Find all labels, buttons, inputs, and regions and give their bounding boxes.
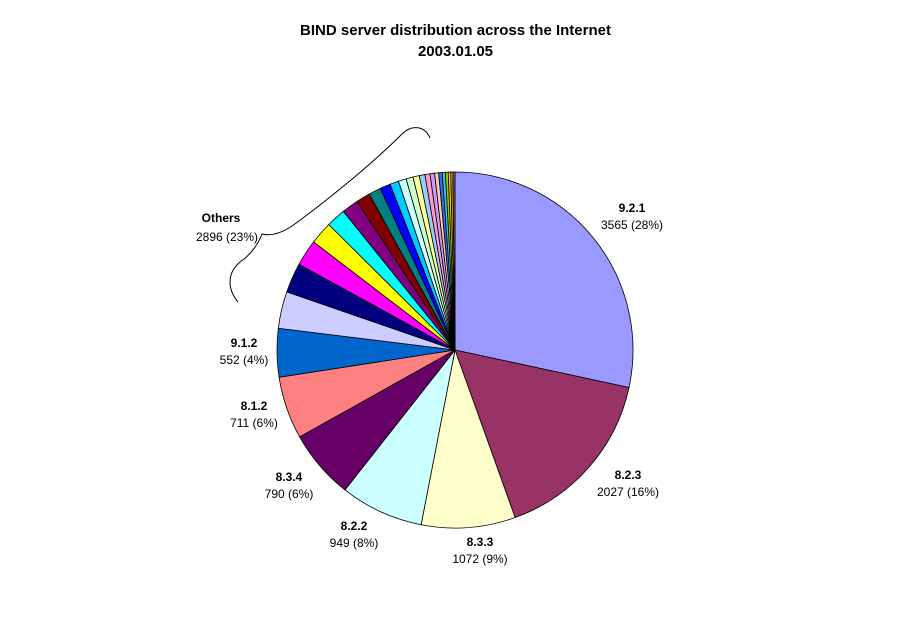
label-name-others: Others	[202, 211, 241, 225]
others-brace	[229, 127, 431, 303]
label-name-8-2-2: 8.2.2	[341, 519, 368, 533]
slice-8-3-3	[420, 348, 516, 529]
label-name-8-3-4: 8.3.4	[276, 470, 303, 484]
label-name-8-2-3: 8.2.3	[615, 468, 642, 482]
label-value-8-1-2: 711 (6%)	[230, 416, 278, 430]
slice-8-2-3	[454, 349, 630, 519]
label-name-9-1-2: 9.1.2	[231, 336, 258, 350]
label-name-9-2-1: 9.2.1	[619, 201, 646, 215]
label-value-9-2-1: 3565 (28%)	[601, 218, 663, 232]
label-value-8-2-3: 2027 (16%)	[597, 485, 659, 499]
pie-labels: 9.2.1 3565 (28%) 8.2.3 2027 (16%) 8.3.3 1072 …	[196, 201, 663, 566]
pie-slices	[276, 171, 634, 529]
label-value-others: 2896 (23%)	[196, 230, 258, 244]
label-value-9-1-2: 552 (4%)	[220, 353, 269, 367]
chart-title: BIND server distribution across the Inte…	[300, 22, 611, 39]
slice-9-2-1	[454, 171, 634, 388]
label-value-8-2-2: 949 (8%)	[330, 536, 379, 550]
label-value-8-3-3: 1072 (9%)	[452, 552, 507, 566]
slice-others-23	[452, 171, 456, 351]
label-name-8-3-3: 8.3.3	[467, 535, 494, 549]
label-value-8-3-4: 790 (6%)	[265, 487, 314, 501]
label-name-8-1-2: 8.1.2	[241, 399, 268, 413]
chart-subtitle: 2003.01.05	[417, 43, 494, 60]
